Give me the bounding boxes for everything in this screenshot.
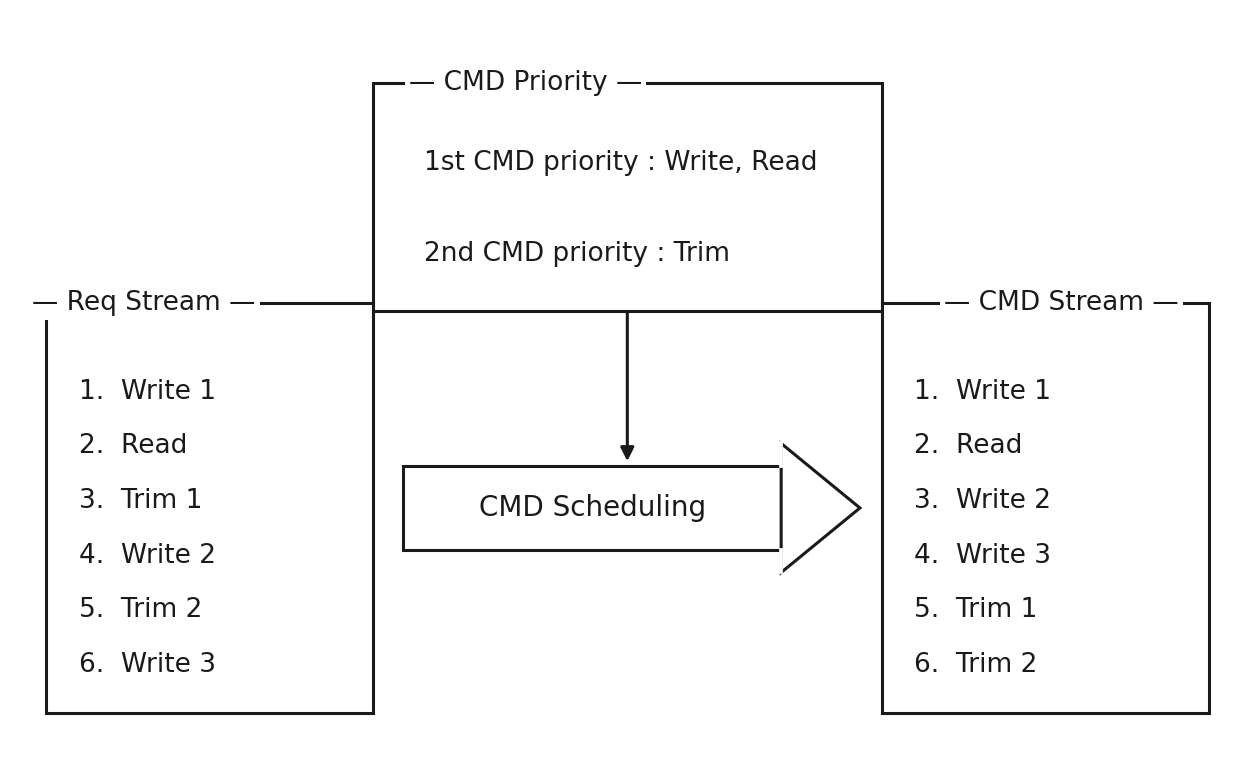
Text: 5.  Trim 2: 5. Trim 2 — [78, 598, 202, 624]
Text: 5.  Trim 1: 5. Trim 1 — [914, 598, 1038, 624]
Text: 6.  Write 3: 6. Write 3 — [78, 652, 216, 678]
Text: CMD Scheduling: CMD Scheduling — [479, 494, 706, 522]
Text: 1.  Write 1: 1. Write 1 — [914, 379, 1052, 405]
Text: 1.  Write 1: 1. Write 1 — [78, 379, 216, 405]
Text: 3.  Trim 1: 3. Trim 1 — [78, 488, 202, 514]
Text: 1st CMD priority : Write, Read: 1st CMD priority : Write, Read — [424, 149, 817, 175]
Text: — Req Stream —: — Req Stream — — [32, 290, 255, 316]
Text: 4.  Write 2: 4. Write 2 — [78, 543, 216, 569]
Text: 6.  Trim 2: 6. Trim 2 — [914, 652, 1038, 678]
Text: — CMD Priority —: — CMD Priority — — [409, 70, 642, 96]
Bar — [403, 466, 781, 550]
Text: — CMD Stream —: — CMD Stream — — [945, 290, 1179, 316]
Bar — [373, 83, 882, 311]
Text: 3.  Write 2: 3. Write 2 — [914, 488, 1052, 514]
Text: 2.  Read: 2. Read — [914, 434, 1023, 459]
Bar — [46, 303, 373, 713]
Polygon shape — [781, 444, 859, 573]
Text: 4.  Write 3: 4. Write 3 — [914, 543, 1052, 569]
Bar — [882, 303, 1209, 713]
Text: 2nd CMD priority : Trim: 2nd CMD priority : Trim — [424, 240, 730, 267]
Text: 2.  Read: 2. Read — [78, 434, 187, 459]
